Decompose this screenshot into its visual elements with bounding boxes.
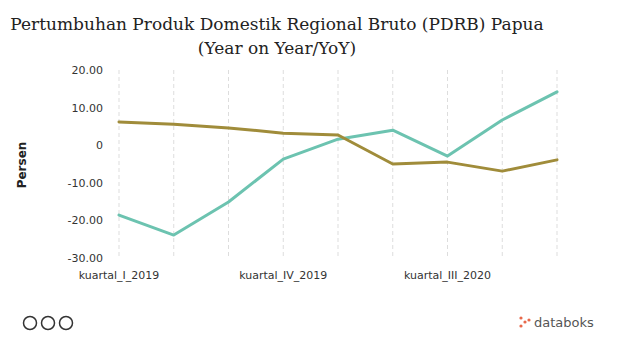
y-tick xyxy=(103,220,105,221)
title: Pertumbuhan Produk Domestik Regional Bru… xyxy=(10,14,543,34)
grid-line xyxy=(447,70,448,258)
grid-line xyxy=(557,70,558,258)
chart: Pertumbuhan Produk Domestik Regional Bru… xyxy=(0,0,620,348)
grid-line xyxy=(228,70,229,258)
y-tick-label: 10.00 xyxy=(72,102,104,115)
grid-line xyxy=(338,70,339,258)
license-icon xyxy=(42,317,55,330)
logo-dot xyxy=(527,318,530,321)
title: (Year on Year/YoY) xyxy=(198,38,356,58)
logo xyxy=(519,316,530,327)
logo-dot xyxy=(519,324,522,327)
grid-line xyxy=(173,70,174,258)
line xyxy=(119,122,557,171)
line xyxy=(119,92,557,235)
y-tick xyxy=(103,182,105,183)
grid-line xyxy=(119,70,120,258)
y-tick-label: 0 xyxy=(96,139,103,152)
y-axis-label: Persen xyxy=(15,142,29,189)
x-tick-label: kuartal_III_2020 xyxy=(404,269,491,282)
x-tick-label: kuartal_I_2019 xyxy=(79,269,160,282)
license-icon xyxy=(24,317,37,330)
license-icon xyxy=(60,317,73,330)
grid-line xyxy=(283,70,284,258)
y-tick-label: -30.00 xyxy=(68,252,103,265)
y-tick xyxy=(103,107,105,108)
logo-dot xyxy=(523,320,526,323)
y-tick-label: 20.00 xyxy=(72,64,104,77)
y-tick xyxy=(103,70,105,71)
plot xyxy=(119,92,557,235)
grid-line xyxy=(502,70,503,258)
y-tick xyxy=(103,258,105,259)
y-tick xyxy=(103,145,105,146)
logo-dot xyxy=(519,316,522,319)
credit: databoks xyxy=(534,315,594,330)
y-tick-label: -10.00 xyxy=(68,177,103,190)
x-tick-label: kuartal_IV_2019 xyxy=(239,269,327,282)
y-tick-label: -20.00 xyxy=(68,214,103,227)
